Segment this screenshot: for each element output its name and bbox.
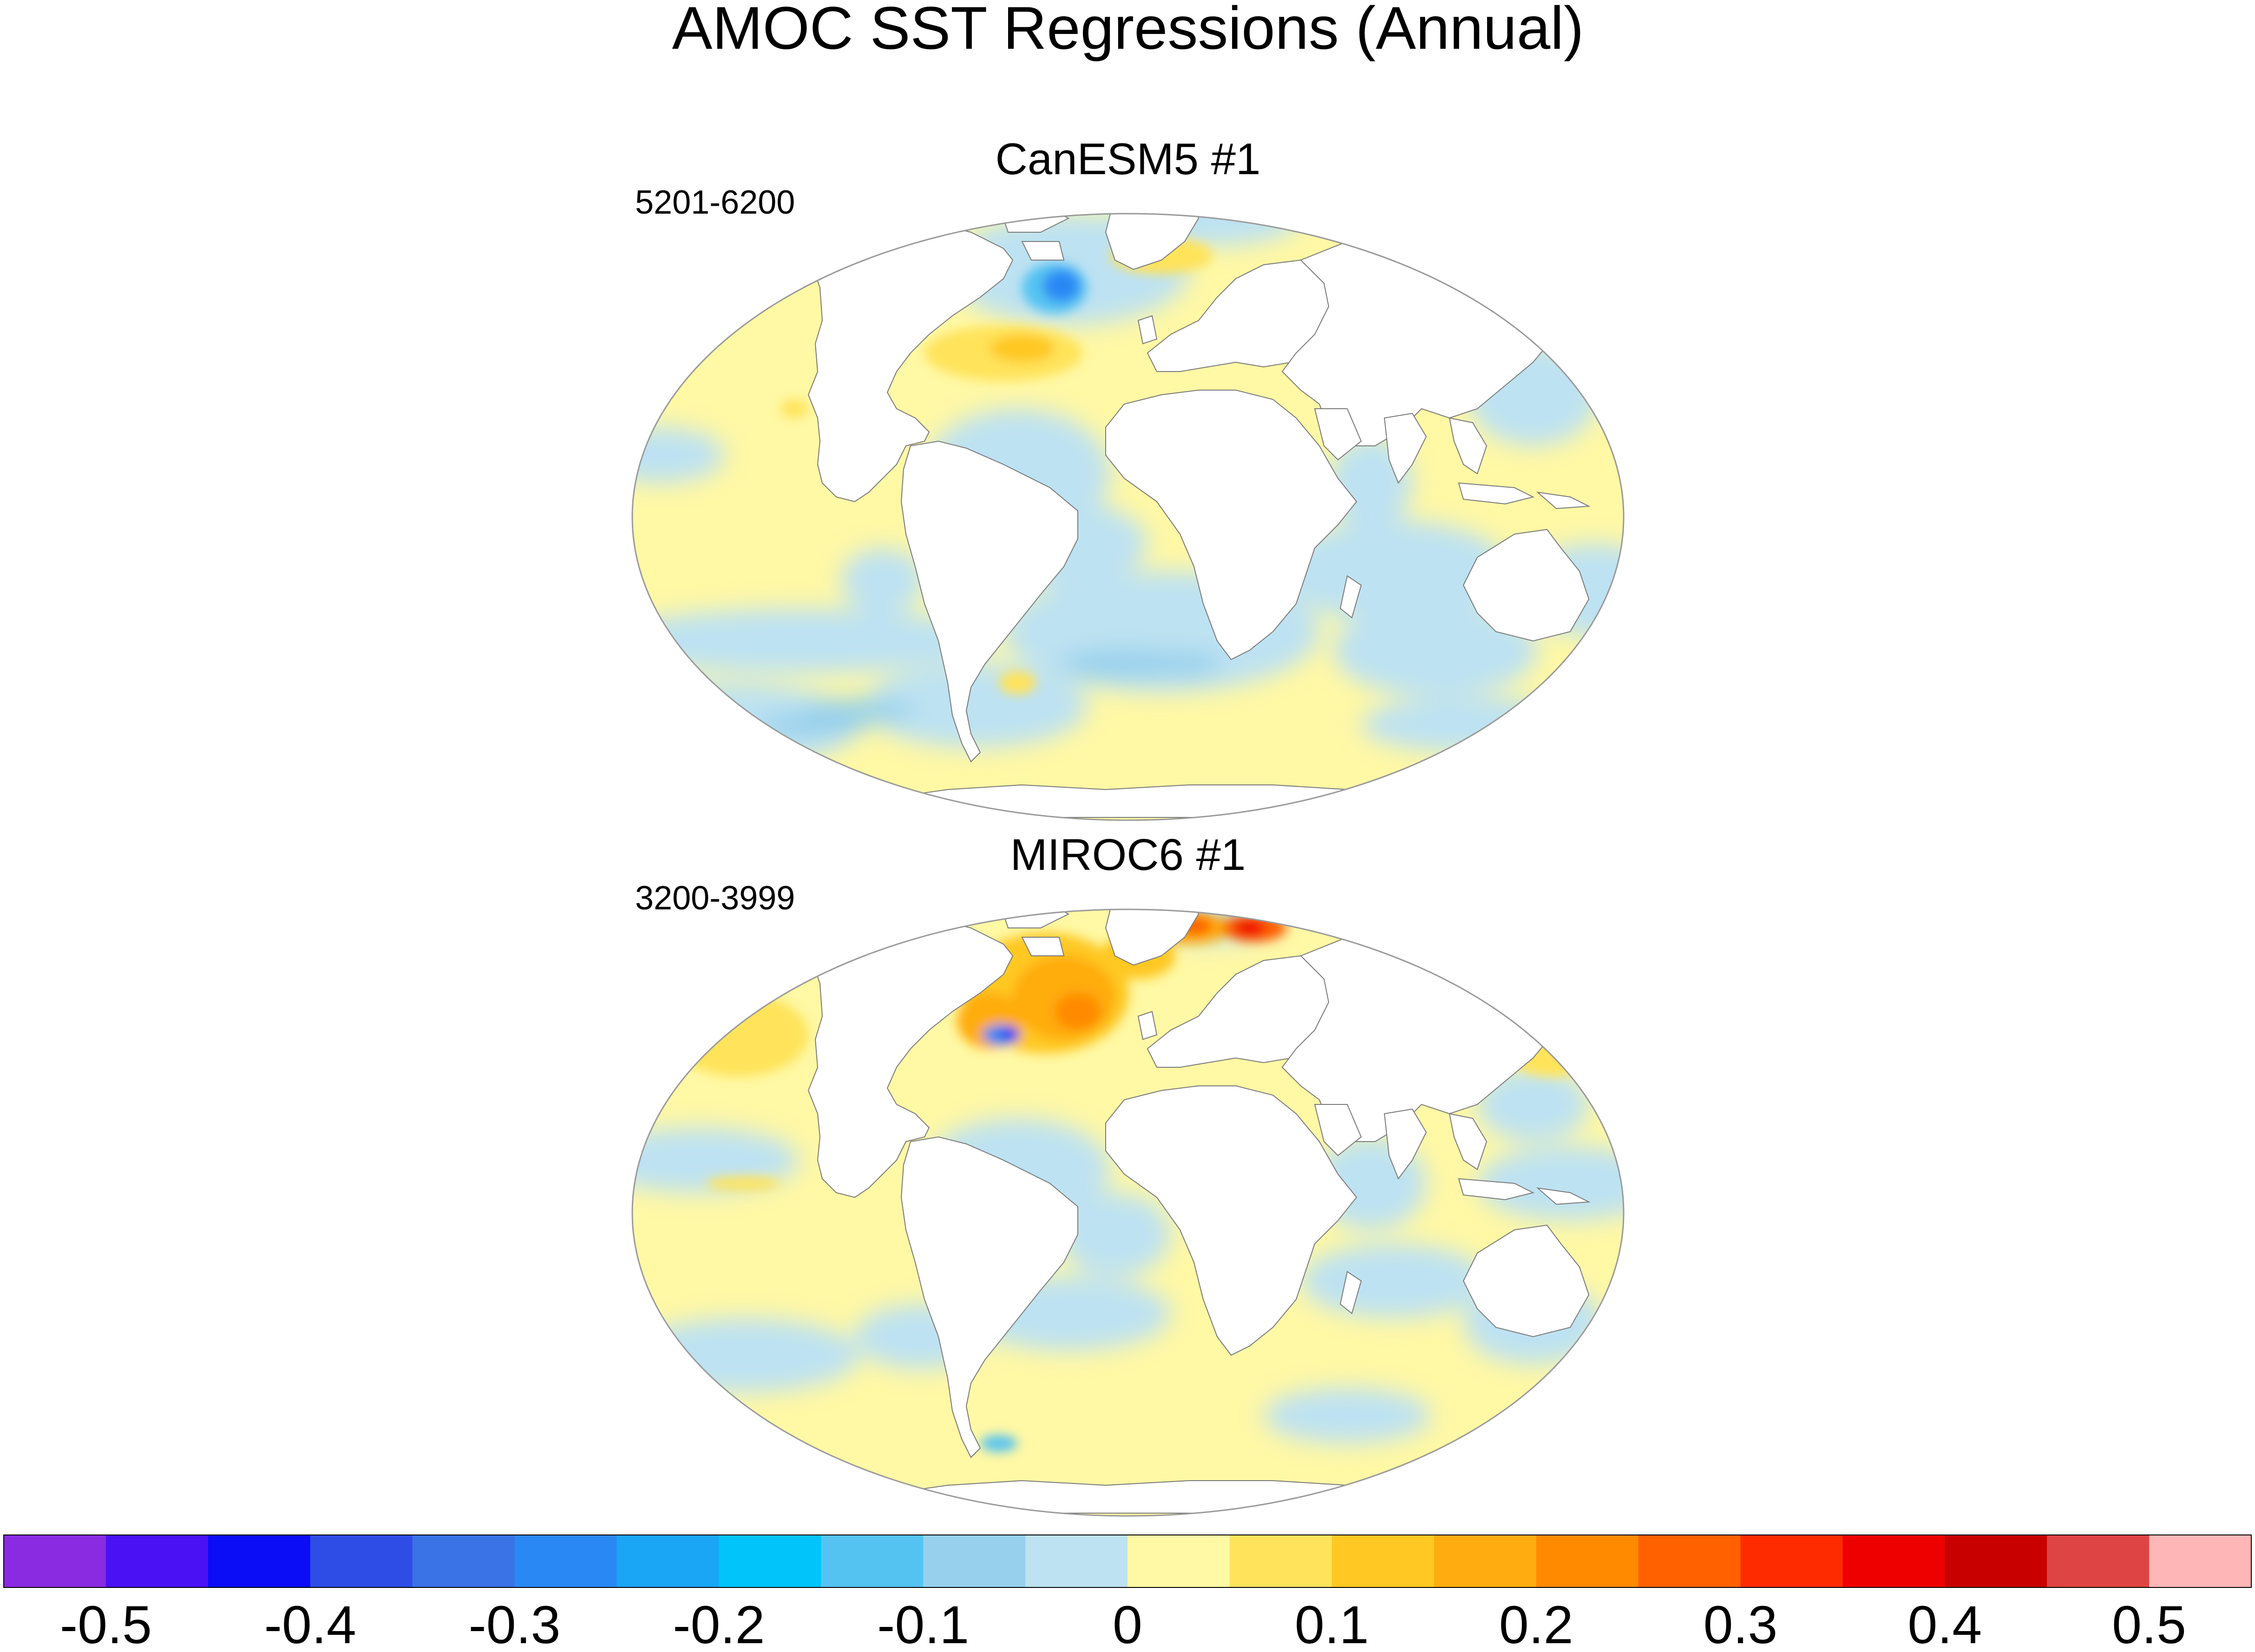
panel-years-miroc6: 3200-3999 xyxy=(635,880,795,917)
panel-canesm5: CanESM5 #1 5201-6200 xyxy=(631,134,1625,821)
colorbar-bin xyxy=(412,1535,515,1587)
main-title: AMOC SST Regressions (Annual) xyxy=(672,0,1584,62)
colorbar-tick-label: -0.5 xyxy=(60,1595,152,1652)
colorbar-bin xyxy=(821,1535,924,1587)
colorbar-bin xyxy=(1638,1535,1741,1587)
map-border-miroc6 xyxy=(631,908,1625,1517)
colorbar-tick-label: 0.1 xyxy=(1295,1595,1369,1652)
colorbar-bin xyxy=(719,1535,821,1587)
colorbar-bin xyxy=(105,1535,209,1587)
colorbar-bin xyxy=(1331,1535,1435,1587)
map-miroc6 xyxy=(632,909,1624,1516)
colorbar-bin xyxy=(1025,1535,1128,1587)
colorbar-bin xyxy=(514,1535,617,1587)
colorbar-tick-label: -0.1 xyxy=(877,1595,969,1652)
colorbar-bin xyxy=(923,1535,1026,1587)
colorbar-tick-label: 0.3 xyxy=(1704,1595,1778,1652)
colorbar-bin xyxy=(310,1535,413,1587)
colorbar-bin xyxy=(1434,1535,1537,1587)
map-border-canesm5 xyxy=(631,213,1625,821)
colorbar-ticks: -0.5 -0.4 -0.3 -0.2 -0.1 0 0.1 0.2 0.3 0.4 0.5 xyxy=(60,1595,2186,1652)
colorbar-bin xyxy=(1945,1535,2047,1587)
panel-miroc6: MIROC6 #1 3200-3999 xyxy=(631,830,1625,1517)
colorbar-outline xyxy=(3,1534,2252,1588)
colorbar-bin xyxy=(1128,1535,1230,1587)
colorbar-tick-label: 0.2 xyxy=(1499,1595,1573,1652)
colorbar-tick-label: 0 xyxy=(1113,1595,1142,1652)
colorbar xyxy=(3,1534,2252,1588)
colorbar-bin xyxy=(4,1535,106,1587)
colorbar-bin xyxy=(2149,1535,2252,1587)
colorbar-bin xyxy=(1536,1535,1639,1587)
panel-title-miroc6: MIROC6 #1 xyxy=(1010,830,1246,880)
colorbar-tick-label: -0.3 xyxy=(468,1595,560,1652)
colorbar-bin xyxy=(2047,1535,2150,1587)
panel-title-canesm5: CanESM5 #1 xyxy=(996,134,1261,184)
colorbar-bin xyxy=(616,1535,719,1587)
colorbar-tick-label: -0.2 xyxy=(673,1595,765,1652)
colorbar-bin xyxy=(1842,1535,1945,1587)
colorbar-bin xyxy=(208,1535,311,1587)
panel-years-canesm5: 5201-6200 xyxy=(635,184,795,221)
colorbar-tick-label: 0.5 xyxy=(2112,1595,2186,1652)
colorbar-bin xyxy=(1740,1535,1843,1587)
colorbar-bin xyxy=(1229,1535,1332,1587)
colorbar-tick-label: -0.4 xyxy=(264,1595,356,1652)
map-canesm5 xyxy=(632,214,1624,820)
colorbar-tick-label: 0.4 xyxy=(1908,1595,1982,1652)
